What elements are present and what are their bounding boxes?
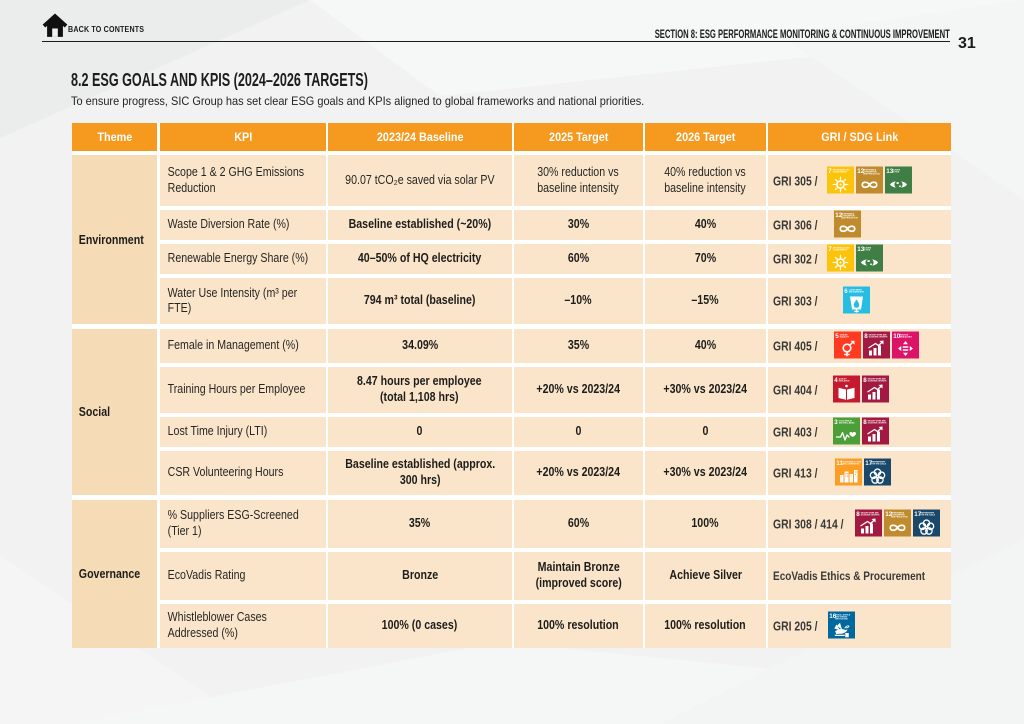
svg-text:RESPONSIBLE: RESPONSIBLE <box>841 213 855 215</box>
svg-text:PEACE, JUSTICE: PEACE, JUSTICE <box>835 613 851 616</box>
svg-text:AND PRODUCTION: AND PRODUCTION <box>891 515 908 518</box>
svg-text:8: 8 <box>863 418 867 425</box>
svg-text:CLEAN ENERGY: CLEAN ENERGY <box>833 170 848 173</box>
svg-text:FOR THE GOALS: FOR THE GOALS <box>920 513 936 516</box>
svg-text:RESPONSIBLE: RESPONSIBLE <box>863 169 877 171</box>
svg-text:4: 4 <box>834 376 838 383</box>
svg-text:DECENT WORK AND: DECENT WORK AND <box>868 377 887 380</box>
svg-text:13: 13 <box>857 246 864 253</box>
svg-text:REDUCED: REDUCED <box>899 334 909 336</box>
svg-text:AND STRONG: AND STRONG <box>835 615 848 618</box>
svg-text:ACTION: ACTION <box>892 170 900 173</box>
svg-text:7: 7 <box>828 246 832 253</box>
svg-text:EQUALITY: EQUALITY <box>840 335 850 338</box>
svg-text:INEQUALITIES: INEQUALITIES <box>899 335 912 338</box>
svg-text:DECENT WORK AND: DECENT WORK AND <box>868 419 887 422</box>
svg-text:ECONOMIC GROWTH: ECONOMIC GROWTH <box>869 336 888 338</box>
svg-text:AND COMMUNITIES: AND COMMUNITIES <box>842 462 860 465</box>
svg-text:13: 13 <box>886 167 893 174</box>
svg-text:17: 17 <box>914 510 921 517</box>
svg-text:CONSUMPTION: CONSUMPTION <box>841 215 855 217</box>
svg-text:5: 5 <box>835 332 839 339</box>
svg-text:AFFORDABLE AND: AFFORDABLE AND <box>833 246 850 249</box>
svg-text:SUSTAINABLE CITIES: SUSTAINABLE CITIES <box>842 460 862 463</box>
svg-text:12: 12 <box>857 167 864 174</box>
svg-text:CLIMATE: CLIMATE <box>863 246 872 249</box>
svg-text:17: 17 <box>865 459 872 466</box>
svg-text:DECENT WORK AND: DECENT WORK AND <box>869 333 888 336</box>
svg-text:CLIMATE: CLIMATE <box>892 168 901 171</box>
svg-text:QUALITY: QUALITY <box>839 377 848 380</box>
svg-text:7: 7 <box>828 167 832 174</box>
svg-text:AND SANITATION: AND SANITATION <box>849 290 865 293</box>
svg-text:3: 3 <box>834 418 838 425</box>
svg-text:ECONOMIC GROWTH: ECONOMIC GROWTH <box>868 380 887 382</box>
svg-text:EDUCATION: EDUCATION <box>839 379 850 382</box>
svg-text:11: 11 <box>836 459 843 466</box>
svg-text:12: 12 <box>835 212 842 219</box>
svg-text:AND PRODUCTION: AND PRODUCTION <box>841 216 858 219</box>
svg-text:GENDER: GENDER <box>840 334 848 336</box>
svg-text:PARTNERSHIPS: PARTNERSHIPS <box>871 460 886 463</box>
svg-text:INSTITUTIONS: INSTITUTIONS <box>835 618 848 620</box>
svg-text:AND WELL-BEING: AND WELL-BEING <box>839 421 855 424</box>
svg-text:8: 8 <box>856 510 860 517</box>
svg-text:ECONOMIC GROWTH: ECONOMIC GROWTH <box>860 514 879 516</box>
svg-text:RESPONSIBLE: RESPONSIBLE <box>891 512 905 514</box>
svg-text:AND PRODUCTION: AND PRODUCTION <box>863 172 880 175</box>
svg-text:CLEAN ENERGY: CLEAN ENERGY <box>833 248 848 251</box>
svg-text:10: 10 <box>893 332 900 339</box>
svg-text:16: 16 <box>829 612 836 619</box>
svg-text:ACTION: ACTION <box>863 248 871 251</box>
svg-text:CLEAN WATER: CLEAN WATER <box>849 288 863 291</box>
svg-text:PARTNERSHIPS: PARTNERSHIPS <box>920 511 935 514</box>
svg-text:12: 12 <box>885 510 892 517</box>
svg-text:6: 6 <box>844 288 848 295</box>
svg-text:AFFORDABLE AND: AFFORDABLE AND <box>833 168 850 171</box>
svg-text:DECENT WORK AND: DECENT WORK AND <box>860 511 879 514</box>
svg-text:8: 8 <box>863 376 867 383</box>
svg-text:CONSUMPTION: CONSUMPTION <box>891 514 905 516</box>
svg-text:FOR THE GOALS: FOR THE GOALS <box>871 462 887 465</box>
svg-text:8: 8 <box>864 332 868 339</box>
svg-text:CONSUMPTION: CONSUMPTION <box>863 171 877 173</box>
svg-text:GOOD HEALTH: GOOD HEALTH <box>839 419 853 422</box>
svg-text:ECONOMIC GROWTH: ECONOMIC GROWTH <box>868 422 887 424</box>
